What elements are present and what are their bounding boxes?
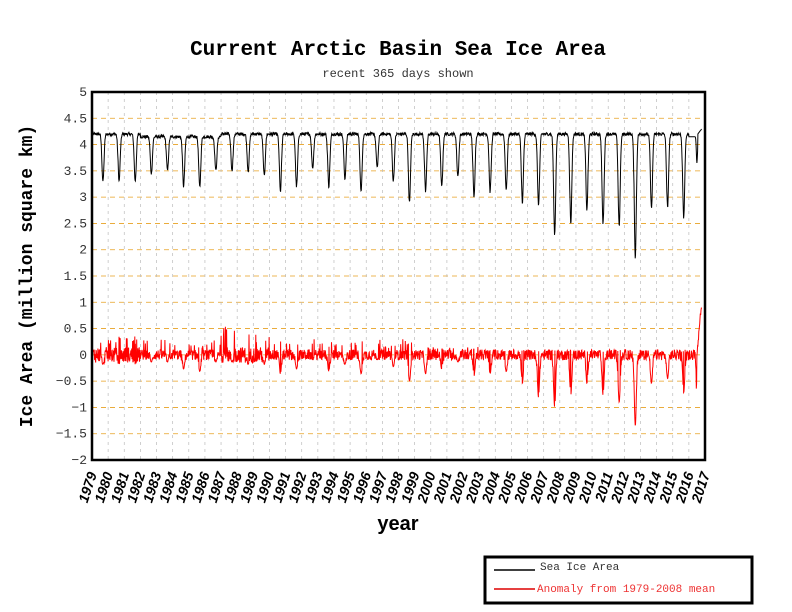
series-lines — [91, 128, 703, 426]
plot-frame — [90, 90, 707, 462]
series-line-anomaly — [91, 306, 703, 426]
y-ticks: −2 −1.5 −1 −0.5 0 0.5 1 1.5 2 2.5 3 3.5 4 4.5 5 — [56, 85, 87, 468]
x-ticks: 1979198019811982198319841985198619871988… — [75, 469, 713, 506]
y-tick-label: 4.5 — [64, 111, 87, 126]
y-tick-label: 0.5 — [64, 322, 87, 337]
series-line-sea-ice-area — [91, 128, 702, 259]
y-tick-label: 4 — [79, 138, 87, 153]
y-tick-label: 3.5 — [64, 164, 87, 179]
chart-subtitle: recent 365 days shown — [322, 67, 473, 81]
legend-label-anomaly: Anomaly from 1979-2008 mean — [537, 584, 715, 596]
y-tick-label: 5 — [79, 85, 87, 100]
y-tick-label: 2.5 — [64, 216, 87, 231]
y-axis-label: Ice Area (million square km) — [18, 125, 38, 427]
y-tick-label: 0 — [79, 348, 87, 363]
y-tick-label: 1 — [79, 295, 87, 310]
y-tick-label: 3 — [79, 190, 87, 205]
y-tick-label: −2 — [71, 453, 87, 468]
y-tick-label: 1.5 — [64, 269, 87, 284]
y-tick-label: −0.5 — [56, 374, 87, 389]
legend: Sea Ice Area Anomaly from 1979-2008 mean — [483, 555, 754, 605]
legend-label-sea-ice-area: Sea Ice Area — [540, 562, 620, 574]
legend-box — [483, 555, 754, 605]
grid — [92, 92, 705, 460]
x-axis-label: year — [377, 513, 418, 535]
chart-title: Current Arctic Basin Sea Ice Area — [190, 39, 606, 62]
y-tick-label: 2 — [79, 243, 87, 258]
y-tick-label: −1.5 — [56, 427, 87, 442]
y-tick-label: −1 — [71, 400, 87, 415]
